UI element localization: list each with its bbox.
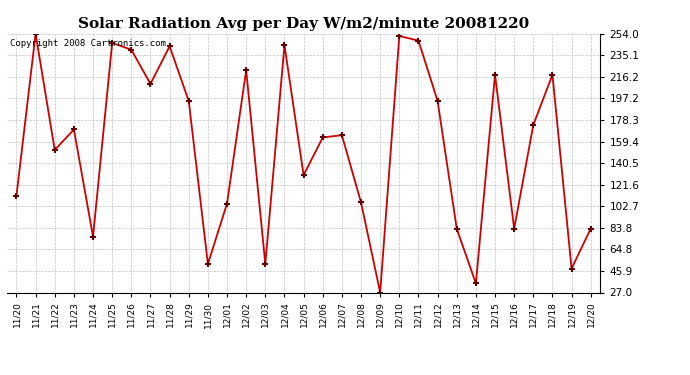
Text: Copyright 2008 Cartronics.com: Copyright 2008 Cartronics.com <box>10 39 166 48</box>
Title: Solar Radiation Avg per Day W/m2/minute 20081220: Solar Radiation Avg per Day W/m2/minute … <box>78 17 529 31</box>
